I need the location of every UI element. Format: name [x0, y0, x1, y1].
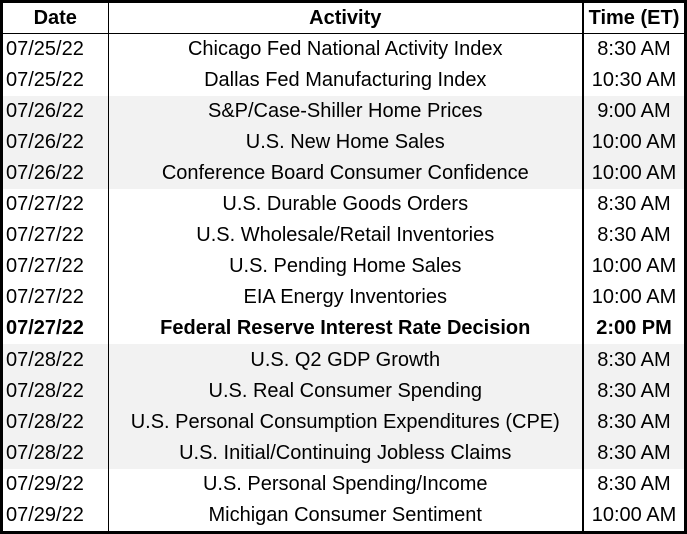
time-cell: 8:30 AM — [582, 468, 684, 500]
date-cell: 07/28/22 — [3, 344, 108, 376]
date-cell: 07/27/22 — [6, 255, 84, 278]
time-cell: 10:00 AM — [582, 499, 684, 531]
header-activity: Activity — [107, 3, 583, 34]
time-cell: 2:00 PM — [582, 313, 684, 345]
date-cell: 07/27/22 — [6, 317, 84, 340]
activity-cell: U.S. Personal Consumption Expenditures (… — [107, 406, 583, 438]
activity-cell: Chicago Fed National Activity Index — [107, 33, 583, 66]
date-cell: 07/25/22 — [6, 38, 84, 61]
table-row: 07/29/22 Michigan Consumer Sentiment 10:00… — [3, 499, 684, 531]
date-cell: 07/26/22 — [3, 158, 108, 190]
activity-cell: U.S. Initial/Continuing Jobless Claims — [107, 437, 583, 469]
activity-cell: U.S. New Home Sales — [107, 127, 583, 159]
activity-cell: U.S. Wholesale/Retail Inventories — [107, 220, 583, 252]
date-cell: 07/28/22 — [3, 375, 108, 407]
table-row: 07/28/22 U.S. Personal Consumption Expend… — [3, 406, 684, 438]
time-cell: 8:30 AM — [582, 189, 684, 221]
table-row: 07/28/22 U.S. Q2 GDP Growth 8:30 AM — [3, 344, 684, 376]
date-cell: 07/28/22 — [3, 406, 108, 438]
activity-cell: U.S. Personal Spending/Income — [107, 468, 583, 500]
time-cell: 10:00 AM — [582, 282, 684, 314]
table-row: 07/28/22 U.S. Real Consumer Spending 8:30 … — [3, 375, 684, 407]
table-row: 07/27/22 U.S. Pending Home Sales 10:00 AM — [3, 251, 684, 283]
time-cell: 10:00 AM — [582, 127, 684, 159]
date-cell: 07/26/22 — [3, 96, 108, 128]
header-row: Date Activity Time (ET) — [3, 3, 684, 34]
table-body: 07/25/22 Chicago Fed National Activity In… — [3, 33, 684, 531]
activity-cell: Michigan Consumer Sentiment — [107, 499, 583, 531]
table-row: 07/28/22 U.S. Initial/Continuing Jobless … — [3, 437, 684, 469]
table-row: 07/26/22 U.S. New Home Sales 10:00 AM — [3, 127, 684, 159]
table-row: 07/26/22 Conference Board Consumer Confid… — [3, 158, 684, 190]
date-cell: 07/29/22 — [6, 503, 84, 526]
activity-cell: U.S. Q2 GDP Growth — [107, 344, 583, 376]
date-cell: 07/27/22 — [6, 224, 84, 247]
activity-cell: U.S. Pending Home Sales — [107, 251, 583, 283]
table-row: 07/25/22 Dallas Fed Manufacturing Index 10… — [3, 65, 684, 97]
table-row: 07/29/22 U.S. Personal Spending/Income 8:3… — [3, 468, 684, 500]
header-time: Time (ET) — [582, 3, 684, 34]
time-cell: 8:30 AM — [582, 375, 684, 407]
activity-cell: S&P/Case-Shiller Home Prices — [107, 96, 583, 128]
activity-cell: U.S. Durable Goods Orders — [107, 189, 583, 221]
time-cell: 8:30 AM — [582, 437, 684, 469]
activity-cell: Dallas Fed Manufacturing Index — [107, 65, 583, 97]
date-cell: 07/27/22 — [6, 193, 84, 216]
activity-cell: Federal Reserve Interest Rate Decision — [107, 313, 583, 345]
time-cell: 10:30 AM — [582, 65, 684, 97]
date-cell: 07/26/22 — [3, 127, 108, 159]
date-cell: 07/27/22 — [6, 286, 84, 309]
table-row: 07/27/22 U.S. Durable Goods Orders 8:30 AM — [3, 189, 684, 221]
activity-cell: U.S. Real Consumer Spending — [107, 375, 583, 407]
economic-calendar-table: Date Activity Time (ET) 07/25/22 Chicago … — [3, 3, 684, 531]
date-cell: 07/29/22 — [6, 472, 84, 495]
time-cell: 8:30 AM — [582, 220, 684, 252]
time-cell: 10:00 AM — [582, 251, 684, 283]
activity-cell: EIA Energy Inventories — [107, 282, 583, 314]
time-cell: 8:30 AM — [582, 406, 684, 438]
date-cell: 07/25/22 — [6, 69, 84, 92]
table-row: 07/27/22 U.S. Wholesale/Retail Inventorie… — [3, 220, 684, 252]
table-row: 07/27/22 Federal Reserve Interest Rate De… — [3, 313, 684, 345]
activity-cell: Conference Board Consumer Confidence — [107, 158, 583, 190]
time-cell: 8:30 AM — [582, 33, 684, 66]
date-cell: 07/28/22 — [3, 437, 108, 469]
table-row: 07/27/22 EIA Energy Inventories 10:00 AM — [3, 282, 684, 314]
table-row: 07/26/22 S&P/Case-Shiller Home Prices 9:00… — [3, 96, 684, 128]
time-cell: 8:30 AM — [582, 344, 684, 376]
header-date: Date — [3, 3, 108, 34]
time-cell: 10:00 AM — [582, 158, 684, 190]
table-row: 07/25/22 Chicago Fed National Activity In… — [3, 33, 684, 66]
time-cell: 9:00 AM — [582, 96, 684, 128]
